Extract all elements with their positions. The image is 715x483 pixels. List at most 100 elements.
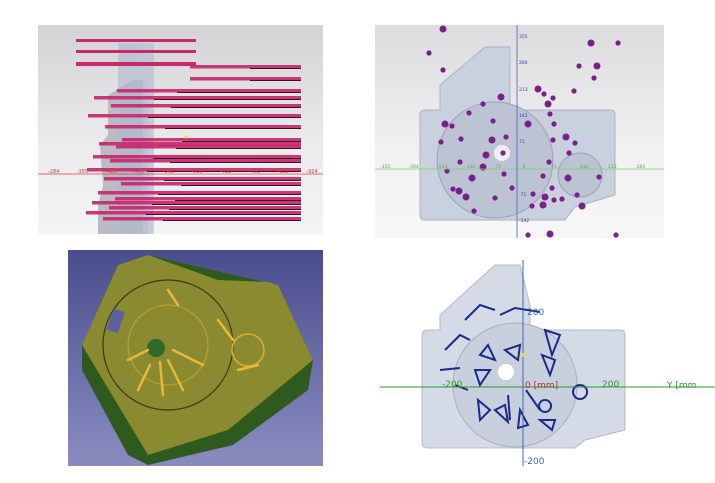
measurement-point — [539, 201, 547, 209]
origin-marker — [521, 353, 525, 357]
measurement-point — [501, 171, 507, 177]
rod — [93, 155, 301, 159]
v-tick-label: -142 — [519, 218, 529, 224]
measurement-point — [541, 91, 547, 97]
measurement-point — [482, 151, 490, 159]
rod — [122, 138, 301, 142]
measurement-point — [490, 118, 496, 124]
x-tick-label: -426 — [105, 169, 116, 175]
rod — [86, 211, 301, 215]
measurement-point — [503, 134, 509, 140]
measurement-point — [544, 100, 552, 108]
rod — [104, 177, 301, 181]
rod — [121, 182, 301, 186]
measurement-point — [450, 186, 456, 192]
measurement-point — [566, 150, 572, 156]
rod — [109, 206, 301, 210]
h-tick-label: 142 — [580, 164, 589, 170]
measurement-point — [497, 93, 505, 101]
measurement-point — [550, 137, 556, 143]
rod — [190, 65, 301, 69]
measurement-point — [438, 139, 444, 145]
measurement-point — [466, 110, 472, 116]
h-tick-label: -355 — [380, 164, 390, 170]
rod-shadow — [181, 185, 301, 186]
contour-drawing: 200 -200 -200 200 0 [mm] Y [mm — [380, 260, 715, 466]
panel-mesh-render — [68, 250, 323, 466]
h-tick-label: -142 — [466, 164, 476, 170]
rod — [87, 168, 301, 172]
measurement-point — [559, 196, 565, 202]
rod — [110, 159, 301, 163]
measurement-point — [457, 159, 463, 165]
measurement-point — [509, 185, 515, 191]
x-tick-label: -852 — [278, 169, 289, 175]
x-tick-label: -710 — [220, 169, 231, 175]
rod-shadow — [163, 220, 301, 221]
mesh-render-drawing — [82, 255, 313, 465]
measurement-point — [480, 101, 486, 107]
rod — [116, 145, 301, 149]
rod — [76, 39, 196, 42]
measurement-point — [596, 174, 602, 180]
measurement-point — [541, 193, 549, 201]
rod-shadow — [171, 107, 301, 108]
rod-shadow — [170, 162, 301, 163]
rod-shadow — [169, 209, 301, 210]
panel-rod-side-view: -284 -355 -426 -497 -568 -639 -710 -781 -852 -924 — [38, 25, 323, 234]
panel-point-cloud-view: -355-284-213-142-71071142213284355355284… — [375, 25, 664, 238]
origin-label: 0 [mm] — [525, 381, 558, 391]
measurement-point — [615, 40, 621, 46]
measurement-point — [444, 168, 450, 174]
rod-shadow — [152, 204, 301, 205]
h-tick-label: -284 — [409, 164, 419, 170]
measurement-point — [492, 195, 498, 201]
measurement-point — [551, 121, 557, 127]
v-tick-top: 200 — [527, 308, 544, 318]
rod-shadow — [165, 128, 301, 129]
v-tick-label: 142 — [519, 113, 528, 119]
origin-marker — [184, 135, 188, 139]
h-tick-label: 213 — [608, 164, 617, 170]
measurement-point — [458, 136, 464, 142]
measurement-point — [468, 174, 476, 182]
point-cloud-drawing: -355-284-213-142-71071142213284355355284… — [375, 25, 664, 238]
measurement-point — [562, 133, 570, 141]
h-tick-right: 200 — [602, 380, 619, 390]
rod — [111, 104, 301, 108]
x-tick-label: -781 — [249, 169, 260, 175]
rod-side-view-drawing: -284 -355 -426 -497 -568 -639 -710 -781 -852 -924 — [38, 39, 323, 234]
measurement-point — [587, 39, 595, 47]
measurement-point — [488, 136, 496, 144]
measurement-point — [534, 85, 542, 93]
v-tick-label: 355 — [519, 34, 528, 40]
rod-shadow — [148, 117, 301, 118]
hub — [147, 339, 165, 357]
rod-shadow — [176, 148, 301, 149]
rod-shadow — [175, 200, 301, 201]
panel-contour-view: 200 -200 -200 200 0 [mm] Y [mm — [380, 260, 715, 466]
measurement-point — [571, 88, 577, 94]
measurement-point — [441, 120, 449, 128]
measurement-point — [550, 95, 556, 101]
measurement-point — [439, 25, 447, 33]
h-tick-left: -200 — [442, 380, 463, 390]
measurement-point — [455, 187, 463, 195]
v-tick-label: 213 — [519, 87, 528, 93]
measurement-point — [578, 202, 586, 210]
rod — [98, 191, 301, 195]
rod — [99, 142, 301, 146]
mold-top-surface — [82, 255, 313, 455]
rod-shadow — [147, 171, 301, 172]
measurement-point — [613, 232, 619, 238]
rod-shadow — [250, 68, 301, 69]
measurement-point — [529, 203, 535, 209]
measurement-point — [449, 123, 455, 129]
measurement-point — [572, 140, 578, 146]
rod-shadow — [154, 99, 301, 100]
cutout — [106, 308, 126, 334]
measurement-point — [591, 75, 597, 81]
rod — [94, 96, 301, 100]
h-tick-label: -213 — [437, 164, 447, 170]
h-tick-label: 0 — [523, 164, 526, 170]
